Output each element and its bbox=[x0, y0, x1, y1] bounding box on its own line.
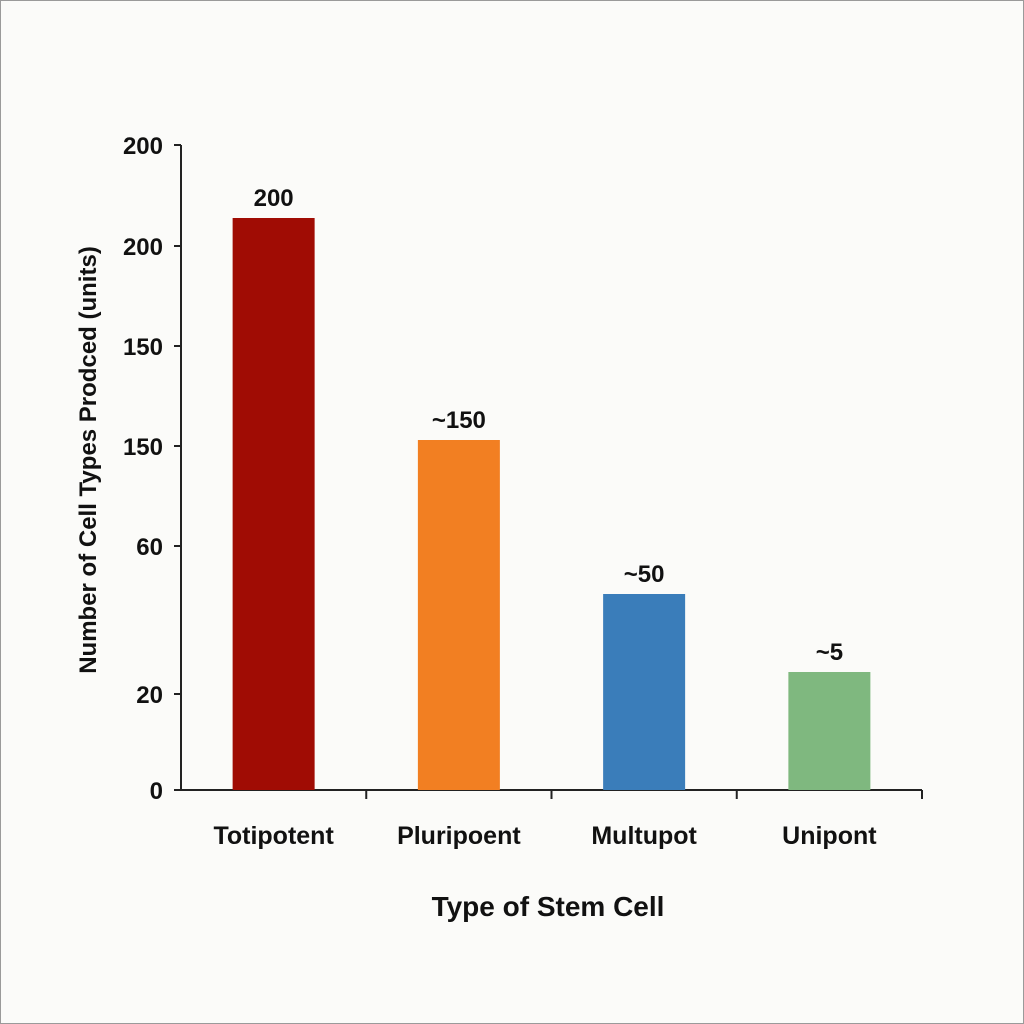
data-label: ~150 bbox=[432, 407, 486, 434]
y-tick-label: 200 bbox=[123, 234, 163, 261]
bars: 200 ~150 ~50 ~5 bbox=[232, 185, 871, 790]
x-axis-title: Type of Stem Cell bbox=[432, 891, 665, 922]
y-tick-label: 200 bbox=[123, 133, 163, 160]
y-tick-label: 60 bbox=[136, 534, 163, 561]
bar-multupot bbox=[603, 594, 686, 790]
y-axis-title: Number of Cell Types Prodced (units) bbox=[75, 246, 102, 674]
bar-totipotent bbox=[232, 218, 315, 790]
x-tick-label: Unipont bbox=[782, 822, 877, 850]
y-tick-label: 20 bbox=[136, 682, 163, 709]
x-ticks: Totipotent Pluripoent Multupot Unipont bbox=[213, 790, 923, 850]
data-label: ~5 bbox=[816, 639, 843, 666]
data-label: ~50 bbox=[624, 561, 665, 588]
x-tick-label: Pluripoent bbox=[397, 822, 521, 850]
y-ticks: 0 20 60 150 150 200 200 bbox=[123, 133, 181, 805]
bar-pluripoent bbox=[417, 440, 500, 790]
x-tick-label: Totipotent bbox=[213, 822, 334, 850]
data-label: 200 bbox=[254, 185, 294, 212]
x-tick-label: Multupot bbox=[591, 822, 697, 850]
bar-unipont bbox=[788, 672, 871, 790]
y-tick-label: 150 bbox=[123, 434, 163, 461]
y-tick-label: 0 bbox=[150, 778, 163, 805]
y-tick-label: 150 bbox=[123, 334, 163, 361]
